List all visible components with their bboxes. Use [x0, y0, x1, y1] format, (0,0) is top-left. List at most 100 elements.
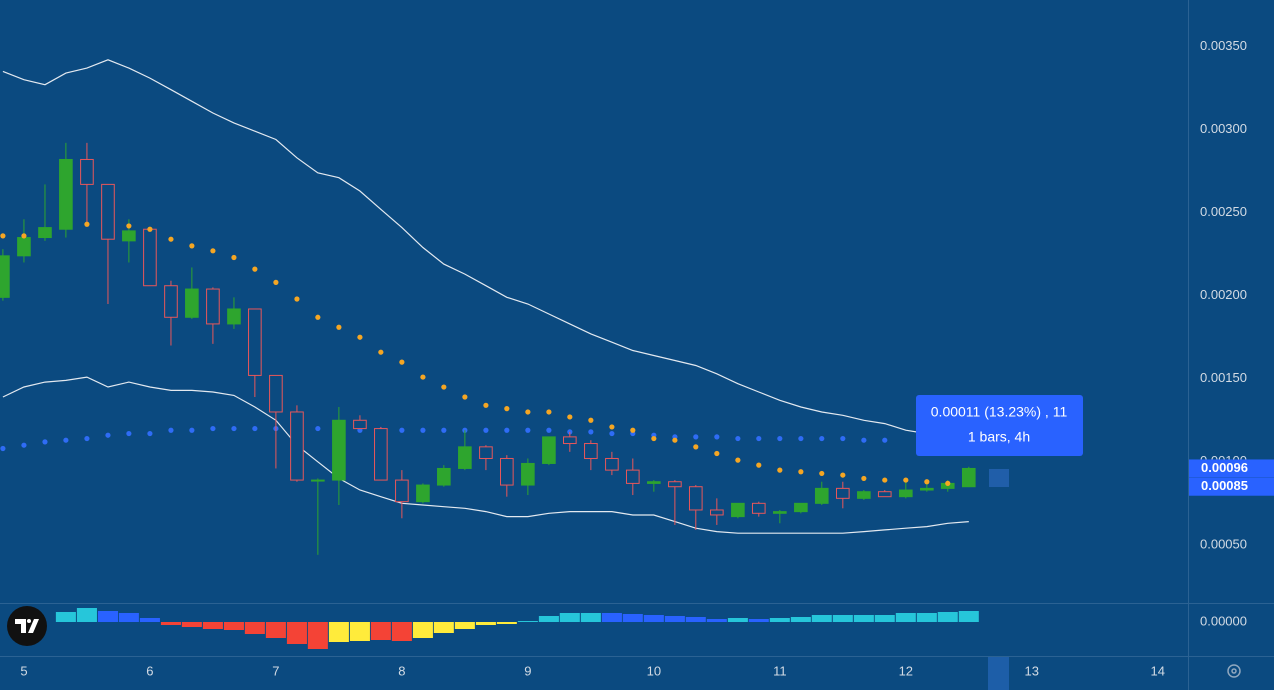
histogram-bar	[286, 622, 307, 644]
indicator-dot	[420, 427, 426, 433]
indicator-dot	[588, 417, 594, 423]
candle-body	[563, 436, 577, 445]
x-tick-label: 7	[272, 663, 279, 678]
histogram-bar	[412, 622, 433, 638]
histogram-bar	[496, 622, 517, 624]
x-tick-label: 13	[1025, 663, 1039, 678]
indicator-dot	[399, 427, 405, 433]
histogram-bar	[244, 622, 265, 634]
settings-button[interactable]	[1227, 664, 1241, 678]
price-labels: 0.00096 0.00085	[1189, 459, 1274, 496]
candle-body	[605, 457, 619, 471]
y-tick-label: 0.00000	[1200, 613, 1247, 628]
indicator-dot	[945, 480, 951, 486]
settings-icon-core[interactable]	[1231, 668, 1237, 674]
candle-body	[710, 509, 724, 516]
band-line	[2, 376, 969, 534]
histogram-bar	[580, 613, 601, 622]
indicator-dot	[126, 223, 132, 229]
indicator-dot	[651, 435, 657, 442]
indicator-dot	[21, 233, 27, 239]
candle-body	[625, 469, 640, 484]
histogram	[55, 608, 979, 649]
crosshair-time-highlight	[988, 657, 1009, 690]
price-label-box	[1189, 477, 1274, 496]
indicator-dot	[588, 429, 594, 435]
indicator-dot	[525, 427, 531, 433]
indicator-dot	[147, 430, 153, 437]
histogram-bar	[118, 613, 139, 622]
indicator-dot	[294, 296, 300, 302]
x-tick-label: 10	[647, 663, 661, 678]
histogram-bar	[685, 617, 706, 622]
indicator-dot	[441, 427, 447, 433]
indicator-dot	[714, 434, 720, 440]
indicator-dot	[798, 469, 804, 475]
indicator-dot	[441, 384, 447, 390]
indicator-dot	[84, 435, 90, 442]
y-tick-label: 0.00350	[1200, 38, 1247, 53]
indicator-dot	[420, 374, 426, 380]
logo-mark	[15, 619, 39, 633]
candle-body	[773, 511, 787, 514]
indicator-dot	[252, 266, 258, 272]
candles	[0, 142, 976, 555]
indicator-dot	[693, 434, 699, 440]
indicator-dot	[0, 233, 6, 239]
candle-body	[814, 487, 829, 504]
logo-dot	[27, 619, 31, 623]
candle-body	[521, 462, 535, 486]
histogram-bar	[601, 613, 622, 622]
indicator-dot	[693, 444, 699, 450]
indicator-dot	[273, 279, 279, 285]
candle-body	[437, 467, 451, 486]
histogram-bar	[307, 622, 328, 649]
indicator-dot	[168, 236, 174, 242]
settings-icon[interactable]	[1227, 664, 1241, 678]
candle-body	[857, 491, 871, 499]
tooltip-line: 0.00011 (13.23%) , 11	[931, 404, 1068, 420]
candle-body	[290, 411, 304, 481]
candle-body	[17, 237, 31, 257]
indicator-dot	[840, 435, 846, 442]
indicator-dot	[84, 221, 90, 227]
histogram-bar	[748, 619, 769, 622]
candle-body	[0, 255, 10, 298]
histogram-bar	[349, 622, 370, 641]
histogram-bar	[874, 615, 895, 622]
histogram-bar	[202, 622, 223, 629]
candle-body	[143, 228, 157, 287]
candle-body	[80, 158, 94, 185]
indicator-dot	[630, 427, 636, 433]
histogram-bar	[811, 615, 832, 622]
candle-body	[836, 487, 850, 499]
histogram-bar	[832, 615, 853, 622]
candle-body	[248, 308, 262, 376]
histogram-bar	[55, 612, 76, 622]
x-tick-label: 8	[398, 663, 405, 678]
indicator-dot	[105, 432, 111, 438]
candle-body	[353, 419, 367, 430]
crosshair-marker	[989, 469, 1009, 487]
candle-body	[668, 481, 682, 488]
histogram-bar	[559, 613, 580, 622]
histogram-bar	[958, 611, 979, 622]
y-tick-label: 0.00050	[1200, 536, 1247, 551]
logo-badge	[7, 606, 47, 646]
indicator-dot	[882, 437, 888, 443]
tooltip-line: 1 bars, 4h	[968, 429, 1030, 445]
candle-body	[374, 428, 388, 481]
indicator-dot	[609, 430, 615, 437]
indicator-dot	[861, 475, 867, 482]
indicator-dot	[714, 450, 720, 457]
candle-body	[164, 285, 178, 318]
histogram-bar	[97, 611, 118, 622]
indicator-dot	[567, 414, 573, 420]
candle-body	[877, 491, 892, 498]
indicator-dot	[483, 402, 489, 408]
indicator-dot	[756, 435, 762, 442]
histogram-bar	[517, 621, 538, 622]
price-label-box	[1189, 459, 1274, 478]
indicator-dot	[462, 394, 468, 400]
candle-body	[416, 484, 430, 503]
